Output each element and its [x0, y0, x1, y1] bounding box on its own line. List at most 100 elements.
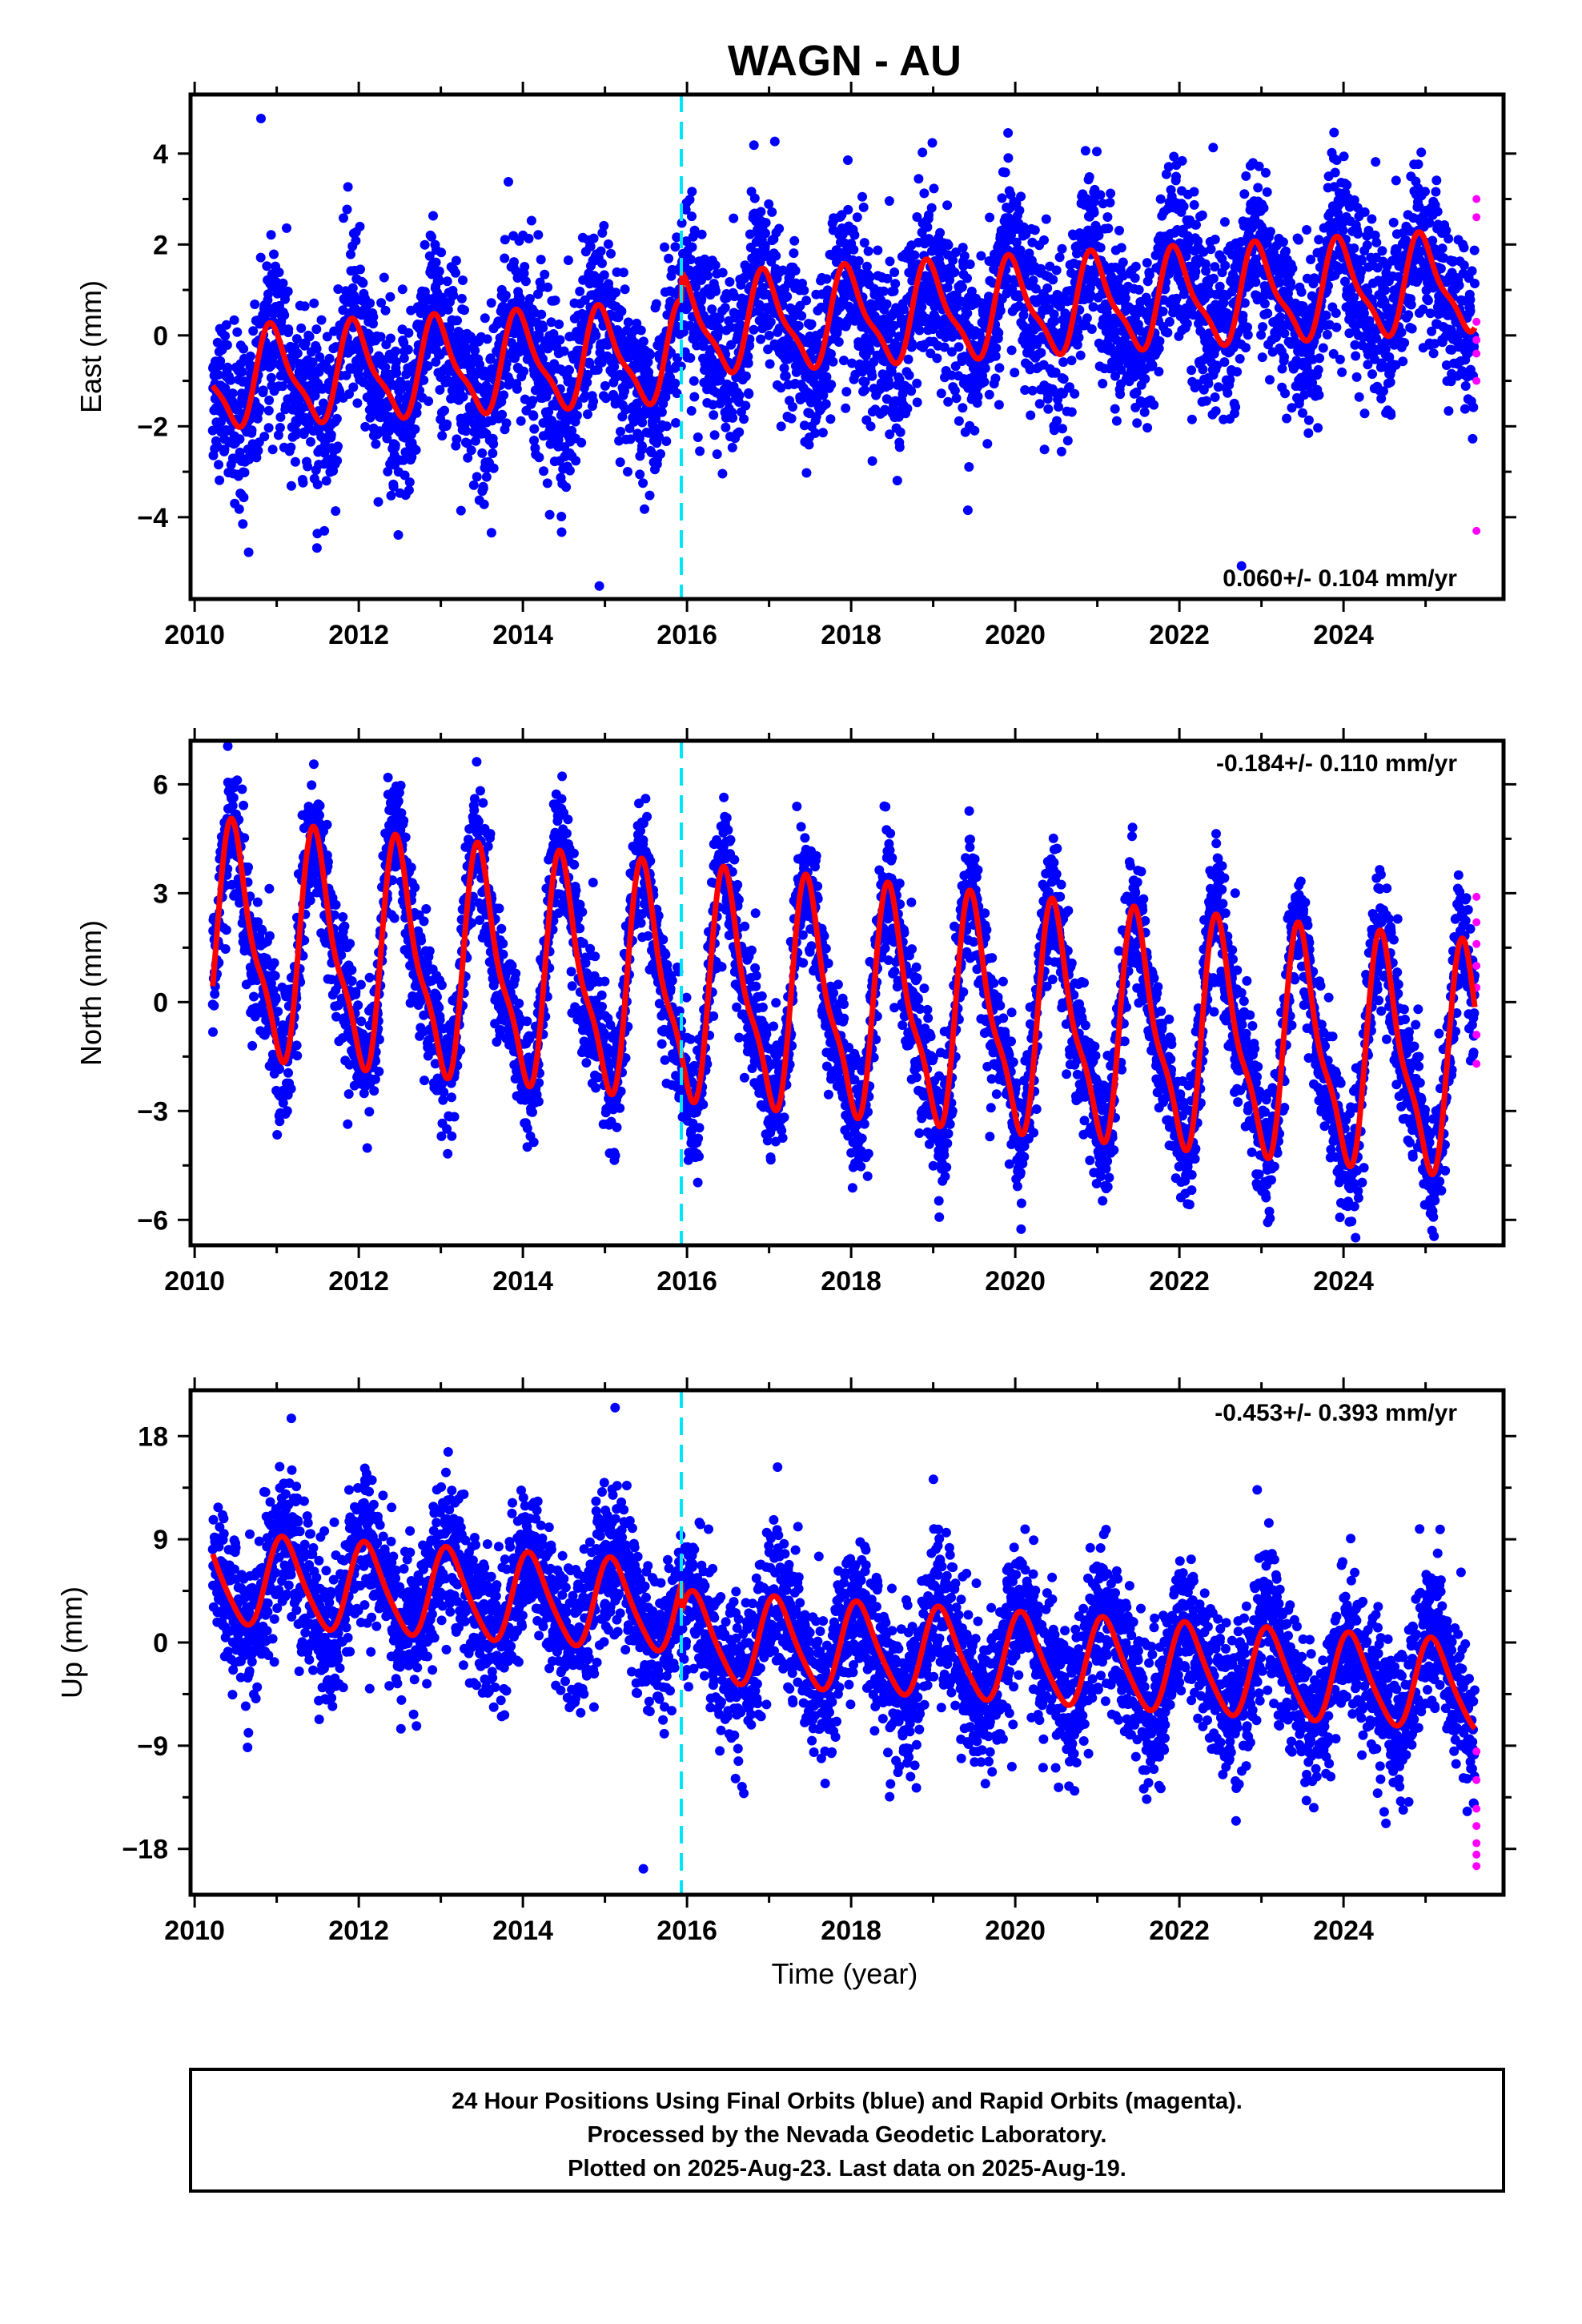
- data-point: [400, 470, 410, 480]
- data-point: [1303, 428, 1314, 438]
- data-point: [761, 218, 771, 228]
- data-point: [615, 457, 625, 468]
- data-point: [324, 353, 335, 364]
- data-point: [286, 442, 296, 452]
- data-point: [394, 393, 404, 404]
- data-point: [1201, 396, 1211, 406]
- data-point: [390, 440, 400, 450]
- data-point: [209, 1000, 219, 1011]
- data-point: [341, 370, 351, 380]
- data-point: [640, 504, 649, 514]
- data-point: [1321, 310, 1331, 320]
- data-point: [436, 247, 447, 258]
- data-point: [544, 407, 554, 416]
- data-point: [404, 485, 414, 496]
- rapid-point: [1472, 213, 1481, 222]
- data-point: [623, 467, 632, 476]
- data-point: [466, 445, 476, 456]
- data-point: [781, 371, 791, 381]
- data-point: [638, 336, 648, 347]
- data-point: [867, 371, 877, 381]
- data-point: [504, 177, 513, 187]
- data-point: [1371, 237, 1382, 247]
- data-point: [686, 406, 697, 416]
- data-point: [1132, 418, 1142, 428]
- data-point: [789, 248, 799, 259]
- data-point: [479, 499, 489, 509]
- data-point: [481, 472, 492, 482]
- data-point: [440, 405, 449, 416]
- data-point: [1423, 296, 1433, 306]
- data-point: [707, 304, 717, 315]
- data-point: [1105, 198, 1115, 207]
- data-point: [486, 298, 496, 308]
- data-point: [407, 452, 417, 462]
- data-point: [444, 324, 455, 334]
- data-point: [606, 248, 616, 259]
- data-point: [958, 403, 968, 413]
- data-point: [564, 465, 575, 476]
- data-point: [488, 463, 499, 473]
- data-point: [1313, 364, 1323, 375]
- data-point: [764, 330, 774, 340]
- data-point: [1074, 332, 1084, 343]
- data-point: [806, 319, 817, 329]
- data-point: [253, 445, 263, 456]
- data-point: [1139, 407, 1150, 417]
- data-point: [720, 303, 730, 313]
- data-point: [994, 400, 1004, 410]
- data-point: [470, 345, 480, 356]
- data-point: [625, 434, 636, 444]
- data-point: [636, 325, 646, 336]
- data-point: [962, 308, 973, 319]
- data-point: [889, 267, 900, 277]
- data-point: [962, 505, 973, 516]
- data-point: [311, 543, 322, 553]
- data-point: [1171, 171, 1181, 182]
- data-point: [1058, 374, 1069, 384]
- data-point: [319, 448, 330, 458]
- data-point: [267, 444, 278, 455]
- data-point: [303, 461, 313, 472]
- rapid-point: [1472, 526, 1481, 535]
- data-point: [1089, 207, 1099, 218]
- data-point: [1359, 408, 1370, 419]
- data-point: [403, 344, 413, 355]
- data-point: [594, 581, 604, 591]
- data-point: [1155, 194, 1166, 204]
- data-point: [616, 426, 625, 436]
- data-point: [544, 386, 554, 396]
- data-point: [599, 270, 609, 280]
- data-point: [208, 1027, 218, 1037]
- data-point: [1158, 306, 1168, 316]
- data-point: [1169, 151, 1179, 162]
- data-point: [985, 212, 995, 223]
- data-point: [1144, 270, 1154, 280]
- data-point: [1251, 277, 1261, 287]
- data-point: [412, 401, 422, 412]
- data-point: [914, 325, 925, 336]
- data-point: [1164, 316, 1174, 327]
- y-tick-label: −4: [137, 503, 168, 533]
- data-point: [767, 207, 777, 217]
- data-point: [365, 298, 375, 308]
- data-point: [591, 330, 601, 340]
- data-point: [1103, 223, 1114, 234]
- data-point: [583, 369, 593, 380]
- y-tick-label: 4: [153, 139, 168, 170]
- data-point: [480, 313, 490, 324]
- data-point: [849, 230, 860, 240]
- data-point: [316, 315, 327, 325]
- data-point: [1030, 225, 1040, 235]
- data-point: [528, 411, 539, 421]
- data-point: [331, 506, 341, 517]
- data-point: [1367, 369, 1377, 380]
- data-point: [1262, 187, 1272, 197]
- data-point: [463, 452, 473, 463]
- data-point: [398, 455, 408, 465]
- data-point: [388, 481, 399, 492]
- data-point: [368, 312, 379, 322]
- data-point: [538, 323, 548, 333]
- data-point: [273, 430, 283, 440]
- data-point: [1403, 310, 1414, 320]
